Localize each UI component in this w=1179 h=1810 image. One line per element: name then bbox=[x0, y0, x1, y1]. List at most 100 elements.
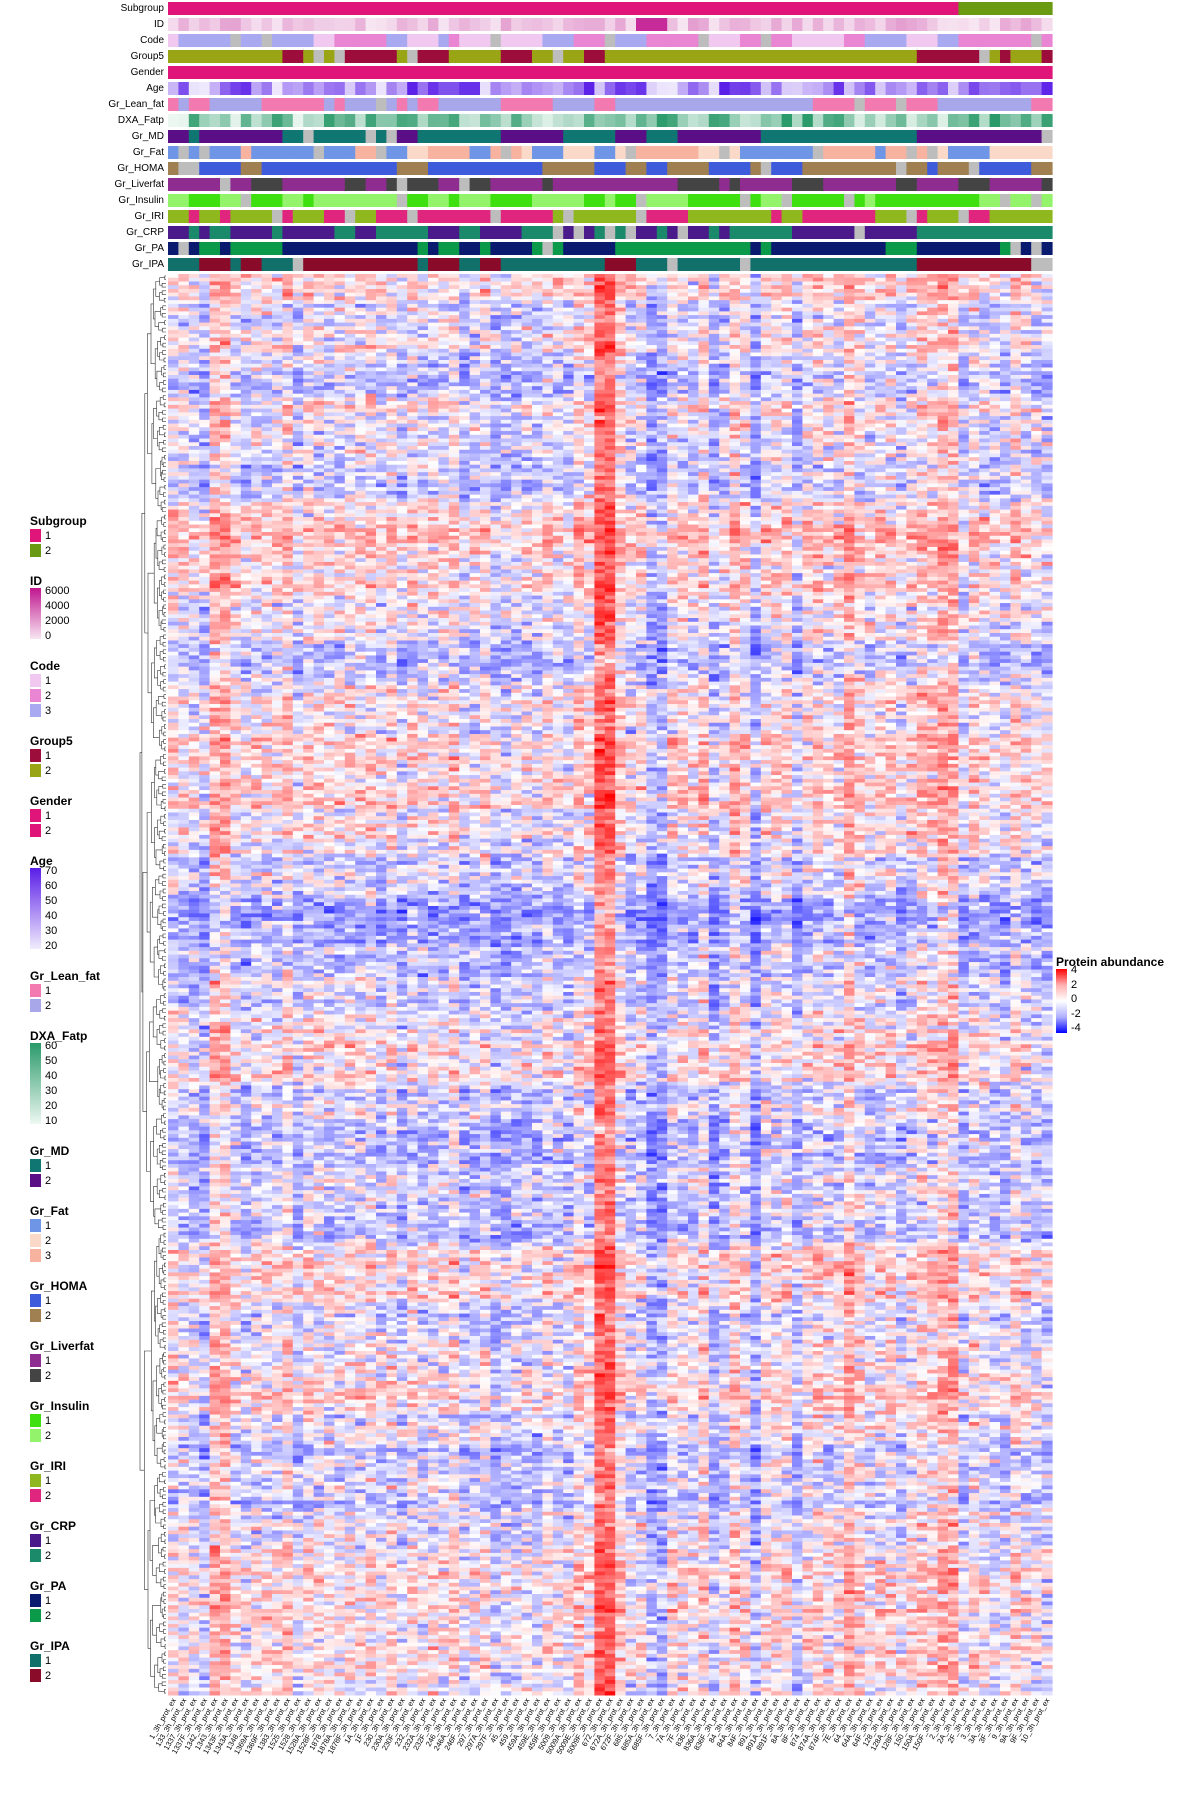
annotation-cell bbox=[730, 50, 741, 63]
annotation-cell bbox=[802, 210, 813, 223]
annotation-cell bbox=[272, 130, 283, 143]
annotation-cell bbox=[251, 258, 262, 271]
annotation-cell bbox=[646, 242, 657, 255]
annotation-cell bbox=[792, 34, 803, 47]
annotation-cell bbox=[906, 66, 917, 79]
annotation-cell bbox=[854, 50, 865, 63]
annotation-cell bbox=[917, 18, 928, 31]
annotation-cell bbox=[210, 194, 221, 207]
annotation-cell bbox=[771, 18, 782, 31]
annotation-cell bbox=[293, 226, 304, 239]
annotation-cell bbox=[324, 210, 335, 223]
annotation-cell bbox=[834, 98, 845, 111]
annotation-cell bbox=[823, 146, 834, 159]
annotation-cell bbox=[532, 226, 543, 239]
annotation-cell bbox=[823, 162, 834, 175]
track-label-gr-insulin: Gr_Insulin bbox=[118, 194, 164, 208]
annotation-cell bbox=[854, 34, 865, 47]
legend-swatch bbox=[30, 704, 41, 717]
annotation-cell bbox=[740, 98, 751, 111]
annotation-cell bbox=[896, 242, 907, 255]
annotation-cell bbox=[1031, 258, 1042, 271]
annotation-cell bbox=[896, 258, 907, 271]
annotation-cell bbox=[501, 98, 512, 111]
annotation-cell bbox=[657, 242, 668, 255]
annotation-cell bbox=[542, 226, 553, 239]
annotation-cell bbox=[574, 242, 585, 255]
annotation-cell bbox=[324, 130, 335, 143]
annotation-cell bbox=[1000, 50, 1011, 63]
annotation-cell bbox=[605, 34, 616, 47]
annotation-cell bbox=[345, 130, 356, 143]
annotation-cell bbox=[386, 34, 397, 47]
annotation-cell bbox=[376, 210, 387, 223]
annotation-cell bbox=[407, 226, 418, 239]
annotation-cell bbox=[210, 2, 221, 15]
annotation-cell bbox=[334, 18, 345, 31]
annotation-cell bbox=[314, 130, 325, 143]
legend-tick: 0 bbox=[45, 631, 51, 642]
annotation-cell bbox=[657, 226, 668, 239]
annotation-cell bbox=[636, 226, 647, 239]
annotation-cell bbox=[563, 34, 574, 47]
annotation-cell bbox=[938, 242, 949, 255]
annotation-cell bbox=[917, 258, 928, 271]
annotation-cell bbox=[220, 2, 231, 15]
annotation-cell bbox=[584, 82, 595, 95]
row-dendrogram bbox=[140, 276, 166, 1693]
annotation-cell bbox=[750, 226, 761, 239]
track-label-gr-md: Gr_MD bbox=[132, 130, 164, 144]
annotation-cell bbox=[875, 226, 886, 239]
annotation-cell bbox=[407, 146, 418, 159]
annotation-cell bbox=[1031, 226, 1042, 239]
annotation-cell bbox=[844, 178, 855, 191]
annotation-cell bbox=[241, 82, 252, 95]
annotation-cell bbox=[241, 130, 252, 143]
annotation-cell bbox=[844, 98, 855, 111]
legend-title: Gr_IPA bbox=[30, 1639, 70, 1653]
annotation-cell bbox=[542, 178, 553, 191]
annotation-cell bbox=[719, 210, 730, 223]
annotation-cell bbox=[646, 66, 657, 79]
annotation-cell bbox=[605, 66, 616, 79]
annotation-cell bbox=[844, 194, 855, 207]
annotation-cell bbox=[449, 50, 460, 63]
annotation-cell bbox=[1021, 146, 1032, 159]
annotation-cell bbox=[1031, 114, 1042, 127]
annotation-cell bbox=[719, 258, 730, 271]
annotation-cell bbox=[386, 258, 397, 271]
annotation-cell bbox=[667, 2, 678, 15]
annotation-cell bbox=[896, 18, 907, 31]
annotation-cell bbox=[272, 114, 283, 127]
annotation-cell bbox=[1000, 242, 1011, 255]
annotation-cell bbox=[875, 50, 886, 63]
annotation-cell bbox=[688, 178, 699, 191]
annotation-cell bbox=[844, 50, 855, 63]
annotation-cell bbox=[875, 34, 886, 47]
annotation-cell bbox=[449, 82, 460, 95]
legend-tick: 30 bbox=[45, 1086, 57, 1097]
legend-item-label: 1 bbox=[45, 750, 51, 762]
annotation-cell bbox=[844, 210, 855, 223]
annotation-cell bbox=[282, 178, 293, 191]
legend-title: Code bbox=[30, 659, 60, 673]
legend-title: Gr_CRP bbox=[30, 1519, 76, 1533]
annotation-cell bbox=[584, 98, 595, 111]
annotation-cell bbox=[241, 114, 252, 127]
annotation-cell bbox=[480, 226, 491, 239]
annotation-cell bbox=[886, 130, 897, 143]
legend-gr-crp: Gr_CRP 1 2 bbox=[30, 1519, 76, 1563]
annotation-cell bbox=[927, 162, 938, 175]
annotation-cell bbox=[615, 98, 626, 111]
annotation-cell bbox=[428, 18, 439, 31]
annotation-cell bbox=[418, 162, 429, 175]
annotation-cell bbox=[324, 66, 335, 79]
annotation-cell bbox=[886, 146, 897, 159]
annotation-cell bbox=[605, 162, 616, 175]
annotation-cell bbox=[241, 146, 252, 159]
annotation-cell bbox=[771, 34, 782, 47]
annotation-cell bbox=[813, 130, 824, 143]
annotation-cell bbox=[334, 50, 345, 63]
annotation-cell bbox=[480, 194, 491, 207]
legend-item-label: 2 bbox=[45, 1670, 51, 1682]
